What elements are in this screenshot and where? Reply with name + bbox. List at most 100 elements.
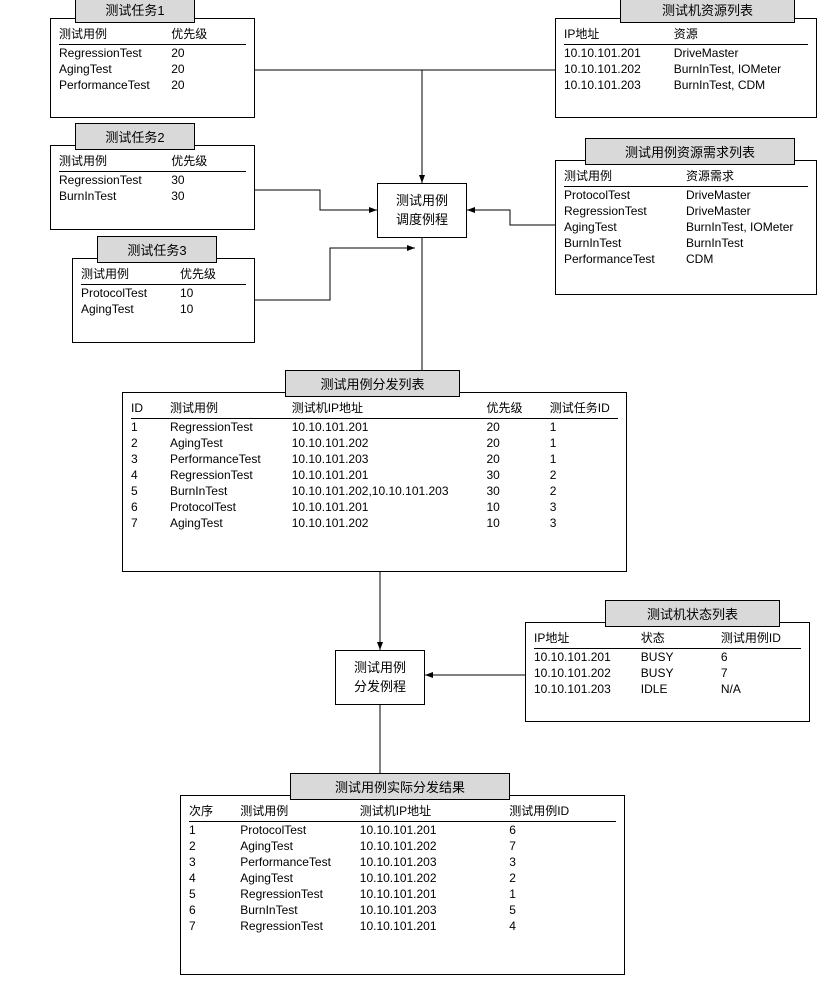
- task3-box: 测试用例优先级ProtocolTest10AgingTest10: [72, 258, 255, 343]
- cell: 10.10.101.202: [534, 665, 641, 681]
- table-row: 6BurnInTest10.10.101.2035: [189, 902, 616, 918]
- task1-box: 测试用例优先级RegressionTest20AgingTest20Perfor…: [50, 18, 255, 118]
- machineStatus-box: IP地址状态测试用例ID10.10.101.201BUSY610.10.101.…: [525, 622, 810, 722]
- table-row: 7RegressionTest10.10.101.2014: [189, 918, 616, 934]
- table-row: BurnInTestBurnInTest: [564, 235, 808, 251]
- machineRes-table: IP地址资源10.10.101.201DriveMaster10.10.101.…: [564, 23, 808, 93]
- cell: PerformanceTest: [564, 251, 686, 267]
- box-title: 测试用例分发列表: [285, 370, 460, 397]
- table-row: 10.10.101.202BurnInTest, IOMeter: [564, 61, 808, 77]
- cell: 20: [171, 77, 246, 93]
- col-header: 优先级: [487, 397, 550, 419]
- flow-arrow: [467, 210, 555, 225]
- cell: BurnInTest, CDM: [674, 77, 808, 93]
- cell: 7: [131, 515, 170, 531]
- table-row: 4RegressionTest10.10.101.201302: [131, 467, 618, 483]
- table-row: 6ProtocolTest10.10.101.201103: [131, 499, 618, 515]
- table-row: 5BurnInTest10.10.101.202,10.10.101.20330…: [131, 483, 618, 499]
- flow-arrow: [422, 70, 555, 183]
- cell: RegressionTest: [59, 172, 171, 189]
- cell: AgingTest: [81, 301, 180, 317]
- col-header: 测试用例ID: [509, 800, 616, 822]
- cell: 20: [487, 451, 550, 467]
- cell: 10.10.101.203: [360, 902, 509, 918]
- cell: 1: [131, 419, 170, 436]
- cell: 3: [509, 854, 616, 870]
- cell: 30: [487, 483, 550, 499]
- table-row: AgingTestBurnInTest, IOMeter: [564, 219, 808, 235]
- actualResult-box: 次序测试用例测试机IP地址测试用例ID1ProtocolTest10.10.10…: [180, 795, 625, 975]
- actualResult-table: 次序测试用例测试机IP地址测试用例ID1ProtocolTest10.10.10…: [189, 800, 616, 934]
- task2-table: 测试用例优先级RegressionTest30BurnInTest30: [59, 150, 246, 204]
- table-row: 7AgingTest10.10.101.202103: [131, 515, 618, 531]
- cell: 10.10.101.203: [564, 77, 674, 93]
- table-row: 10.10.101.203BurnInTest, CDM: [564, 77, 808, 93]
- table-row: 2AgingTest10.10.101.2027: [189, 838, 616, 854]
- cell: 7: [189, 918, 240, 934]
- cell: 10.10.101.201: [292, 419, 487, 436]
- col-header: 测试机IP地址: [292, 397, 487, 419]
- cell: 10.10.101.202,10.10.101.203: [292, 483, 487, 499]
- cell: BurnInTest: [686, 235, 808, 251]
- cell: 10.10.101.201: [360, 886, 509, 902]
- cell: ProtocolTest: [240, 822, 360, 839]
- cell: 6: [189, 902, 240, 918]
- cell: 20: [171, 61, 246, 77]
- col-header: 测试用例: [59, 150, 171, 172]
- cell: RegressionTest: [240, 886, 360, 902]
- cell: BurnInTest: [59, 188, 171, 204]
- cell: ProtocolTest: [81, 285, 180, 302]
- col-header: 测试用例ID: [721, 627, 801, 649]
- box-title: 测试任务2: [75, 123, 195, 150]
- table-row: 10.10.101.201BUSY6: [534, 649, 801, 666]
- cell: 5: [131, 483, 170, 499]
- dispatchProc-process: 测试用例分发例程: [335, 650, 425, 705]
- task2-box: 测试用例优先级RegressionTest30BurnInTest30: [50, 145, 255, 230]
- cell: 3: [550, 499, 618, 515]
- cell: RegressionTest: [240, 918, 360, 934]
- cell: 10: [487, 515, 550, 531]
- table-row: BurnInTest30: [59, 188, 246, 204]
- table-row: 10.10.101.203IDLEN/A: [534, 681, 801, 697]
- col-header: 资源: [674, 23, 808, 45]
- cell: 6: [131, 499, 170, 515]
- cell: PerformanceTest: [240, 854, 360, 870]
- cell: ProtocolTest: [564, 187, 686, 204]
- cell: 20: [487, 419, 550, 436]
- col-header: 状态: [641, 627, 721, 649]
- machineRes-box: IP地址资源10.10.101.201DriveMaster10.10.101.…: [555, 18, 817, 118]
- cell: BurnInTest: [240, 902, 360, 918]
- cell: 10: [487, 499, 550, 515]
- table-row: 4AgingTest10.10.101.2022: [189, 870, 616, 886]
- cell: 1: [550, 451, 618, 467]
- cell: BurnInTest: [564, 235, 686, 251]
- cell: RegressionTest: [59, 45, 171, 62]
- cell: CDM: [686, 251, 808, 267]
- col-header: 测试用例: [564, 165, 686, 187]
- cell: 7: [509, 838, 616, 854]
- box-title: 测试任务3: [97, 236, 217, 263]
- cell: 10.10.101.201: [292, 499, 487, 515]
- cell: BurnInTest: [170, 483, 292, 499]
- table-row: 2AgingTest10.10.101.202201: [131, 435, 618, 451]
- col-header: IP地址: [534, 627, 641, 649]
- box-title: 测试机状态列表: [605, 600, 780, 627]
- cell: 10.10.101.203: [534, 681, 641, 697]
- cell: 10.10.101.201: [360, 822, 509, 839]
- table-row: RegressionTest30: [59, 172, 246, 189]
- cell: DriveMaster: [674, 45, 808, 62]
- flow-arrow: [255, 70, 422, 183]
- table-row: 10.10.101.201DriveMaster: [564, 45, 808, 62]
- cell: 6: [721, 649, 801, 666]
- box-title: 测试机资源列表: [620, 0, 795, 23]
- cell: 2: [189, 838, 240, 854]
- box-title: 测试用例实际分发结果: [290, 773, 510, 800]
- cell: PerformanceTest: [59, 77, 171, 93]
- cell: 4: [131, 467, 170, 483]
- cell: RegressionTest: [170, 419, 292, 436]
- cell: RegressionTest: [170, 467, 292, 483]
- cell: N/A: [721, 681, 801, 697]
- col-header: 优先级: [171, 23, 246, 45]
- table-row: PerformanceTest20: [59, 77, 246, 93]
- cell: PerformanceTest: [170, 451, 292, 467]
